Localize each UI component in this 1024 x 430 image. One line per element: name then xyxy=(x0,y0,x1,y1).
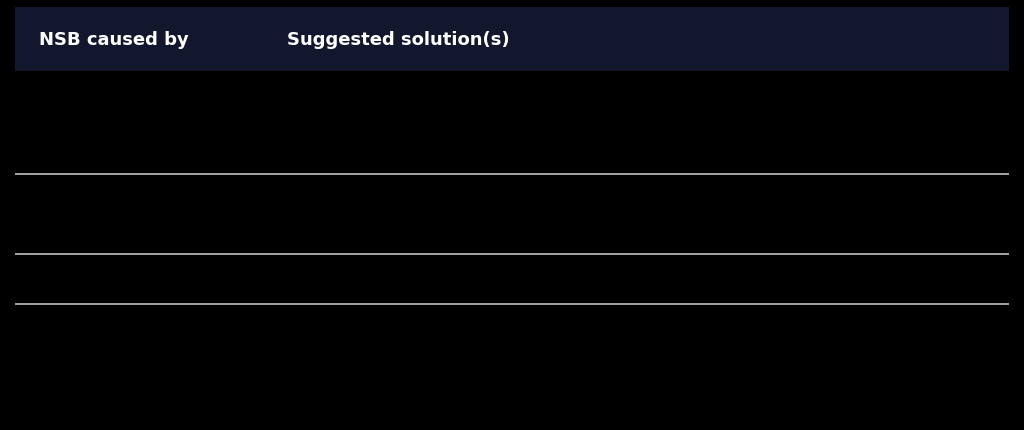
Bar xyxy=(15,8,1009,72)
Text: NSB caused by: NSB caused by xyxy=(39,31,188,49)
Text: Suggested solution(s): Suggested solution(s) xyxy=(287,31,509,49)
